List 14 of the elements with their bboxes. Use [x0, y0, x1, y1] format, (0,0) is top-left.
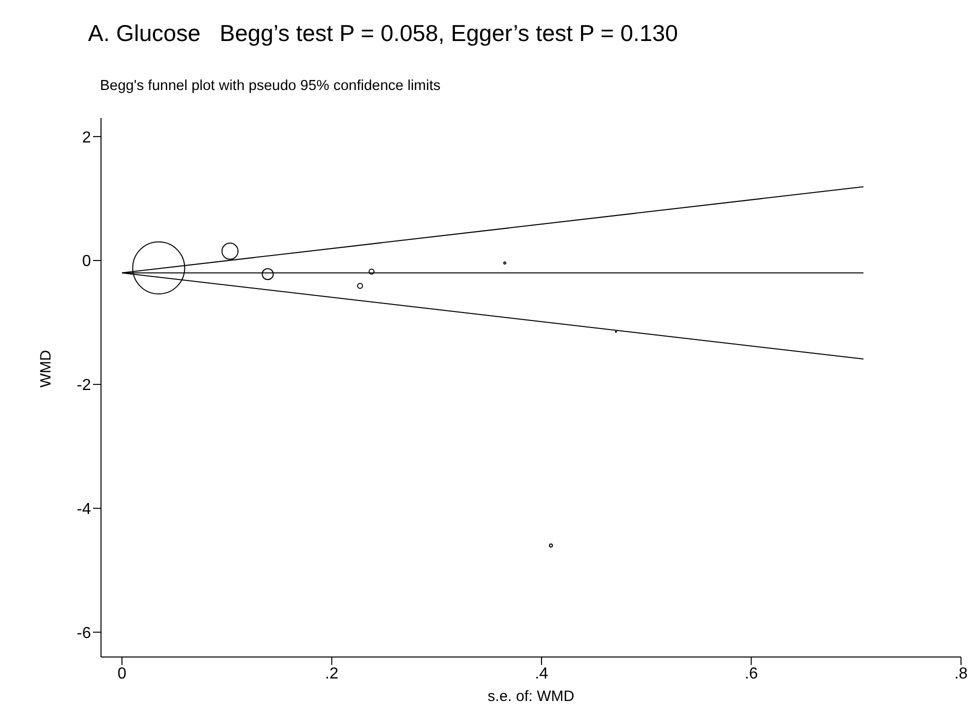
y-tick-label: 0: [82, 253, 92, 270]
chart-title: A. Glucose Begg’s test P = 0.058, Egger’s test P = 0.130: [88, 20, 678, 47]
x-tick-label: .6: [744, 665, 758, 682]
y-axis-title: WMD: [37, 350, 54, 388]
x-axis-title: s.e. of: WMD: [488, 688, 574, 705]
y-tick-label: -2: [76, 377, 92, 394]
chart-subtitle: Begg's funnel plot with pseudo 95% confidence limits: [100, 78, 441, 94]
x-tick-label: .8: [954, 665, 968, 682]
x-tick-label: 0: [118, 665, 127, 682]
x-tick-label: .2: [325, 665, 339, 682]
y-tick-label: -6: [76, 624, 92, 642]
y-tick-label: 2: [82, 129, 92, 146]
y-tick-label: -4: [76, 500, 92, 518]
x-tick-label: .4: [534, 665, 548, 682]
